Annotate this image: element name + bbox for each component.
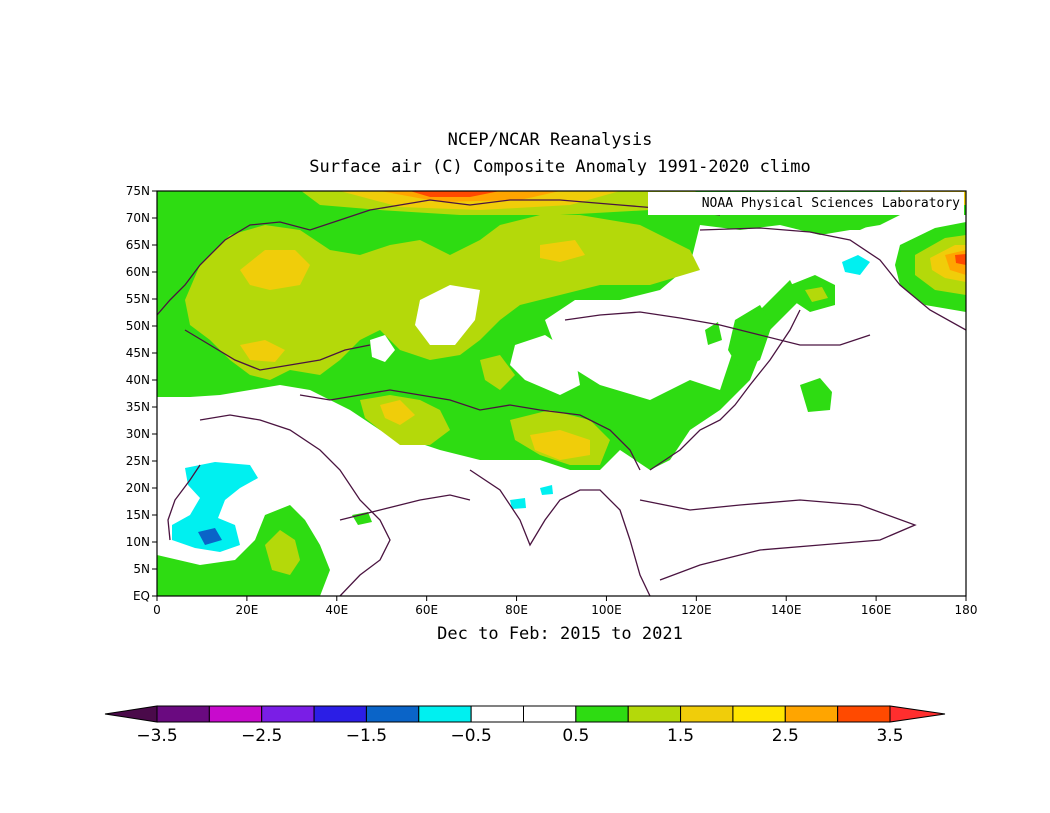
anomaly-region-cold (842, 255, 870, 275)
lat-tick-label: 75N (126, 184, 150, 198)
lat-tick-label: 45N (126, 346, 150, 360)
credit-label: NOAA Physical Sciences Laboratory (702, 196, 960, 211)
lat-tick-label: 15N (126, 508, 150, 522)
anomaly-region-warm (530, 430, 590, 460)
colorbar-max-arrow (889, 705, 946, 723)
lat-tick-label: 50N (126, 319, 150, 333)
anomaly-region-warm (705, 322, 722, 345)
lon-tick-label: 20E (235, 603, 258, 617)
coastline (564, 311, 871, 346)
colorbar-segment (523, 705, 577, 723)
credit-box (648, 192, 964, 215)
colorbar-label: 2.5 (772, 726, 799, 746)
colorbar-segment (732, 705, 786, 723)
anomaly-fields (157, 191, 966, 596)
period-label: Dec to Feb: 2015 to 2021 (437, 624, 683, 644)
colorbar-min-arrow (104, 705, 158, 723)
lon-tick-label: 40E (325, 603, 348, 617)
colorbar: −3.5 −2.5 −1.5 −0.5 0.5 1.5 2.5 3.5 (104, 705, 946, 746)
colorbar-segment (837, 705, 891, 723)
lon-tick-label: 180 (955, 603, 978, 617)
anomaly-region-warm (410, 191, 500, 197)
colorbar-segment (313, 705, 367, 723)
colorbar-segment (575, 705, 629, 723)
coastline (339, 494, 471, 521)
colorbar-segment (418, 705, 472, 723)
latitude-axis: EQ 5N 10N 15N 20N 25N 30N 35N 40N 45N 50N 55N 60N 65N… (126, 184, 157, 603)
lat-tick-label: 5N (133, 562, 150, 576)
lat-tick-label: 55N (126, 292, 150, 306)
colorbar-segment (365, 705, 420, 723)
coastline (157, 199, 721, 316)
colorbar-segment (627, 705, 682, 723)
plot-frame (156, 190, 967, 597)
anomaly-region-warm (955, 254, 966, 265)
anomaly-region-warm (240, 250, 310, 290)
coastline (469, 469, 651, 596)
coastline (167, 464, 201, 541)
colorbar-label: 1.5 (667, 726, 694, 746)
map-title: NCEP/NCAR Reanalysis (447, 130, 653, 150)
longitude-axis: 0 20E 40E 60E 80E 100E 120E 140E 160E 180 (153, 596, 977, 617)
coastline (649, 309, 801, 471)
colorbar-segment (261, 705, 315, 723)
coastline (184, 329, 371, 371)
colorbar-segment (208, 705, 263, 723)
lat-tick-label: EQ (133, 589, 150, 603)
lat-tick-label: 25N (126, 454, 150, 468)
lon-tick-label: 80E (505, 603, 528, 617)
colorbar-segment (680, 705, 734, 723)
lon-tick-label: 160E (861, 603, 892, 617)
lon-tick-label: 140E (771, 603, 802, 617)
coastline (199, 414, 391, 596)
colorbar-segment (156, 705, 210, 723)
lat-tick-label: 35N (126, 400, 150, 414)
anomaly-region-warm (380, 400, 415, 425)
colorbar-segment (784, 705, 839, 723)
lon-tick-label: 60E (415, 603, 438, 617)
anomaly-region-warm (800, 378, 832, 412)
anomaly-region-cold (510, 498, 526, 509)
anomaly-region-warm (728, 305, 772, 370)
anomaly-region-warm (540, 240, 585, 262)
colorbar-label: −3.5 (136, 726, 177, 746)
anomaly-region-neutral (370, 335, 395, 362)
anomaly-region-neutral (510, 335, 580, 395)
coastline (299, 389, 641, 471)
colorbar-segment (470, 705, 524, 723)
anomaly-region-warm (480, 355, 515, 390)
anomaly-region-warm (157, 505, 330, 596)
anomaly-region-neutral (415, 285, 480, 345)
lon-tick-label: 100E (591, 603, 622, 617)
lat-tick-label: 70N (126, 211, 150, 225)
contour-lines (157, 199, 966, 596)
colorbar-label: 0.5 (562, 726, 589, 746)
anomaly-region-warm (805, 287, 828, 302)
lat-tick-label: 20N (126, 481, 150, 495)
anomaly-region-cold (172, 462, 258, 552)
lat-tick-label: 65N (126, 238, 150, 252)
map-subtitle: Surface air (C) Composite Anomaly 1991-2… (309, 157, 811, 177)
anomaly-region-cold (540, 485, 553, 495)
anomaly-region-cold (198, 528, 222, 545)
colorbar-label: −1.5 (346, 726, 387, 746)
colorbar-label: −2.5 (241, 726, 282, 746)
coastline (699, 227, 966, 331)
lat-tick-label: 10N (126, 535, 150, 549)
lat-tick-label: 30N (126, 427, 150, 441)
anomaly-region-warm (265, 530, 300, 575)
lat-tick-label: 40N (126, 373, 150, 387)
lat-tick-label: 60N (126, 265, 150, 279)
colorbar-label: −0.5 (451, 726, 492, 746)
anomaly-region-warm (240, 340, 285, 362)
lon-tick-label: 120E (681, 603, 712, 617)
colorbar-label: 3.5 (876, 726, 903, 746)
lon-tick-label: 0 (153, 603, 161, 617)
coastline (639, 499, 917, 581)
